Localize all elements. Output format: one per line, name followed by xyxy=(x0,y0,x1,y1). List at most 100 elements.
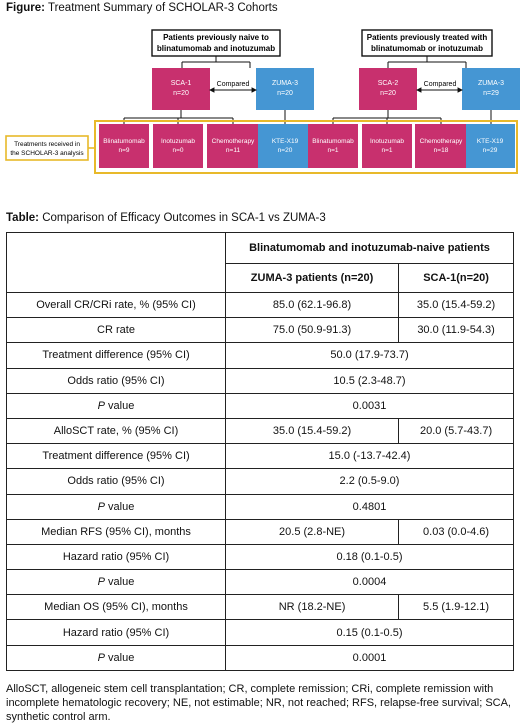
cell-merged: 50.0 (17.9-73.7) xyxy=(225,342,514,369)
treatment-ino-2-name: Inotuzumab xyxy=(370,138,404,145)
p-letter: P xyxy=(97,651,105,664)
cell-merged: 0.18 (0.1-0.5) xyxy=(225,543,514,571)
row-label: AlloSCT rate, % (95% CI) xyxy=(6,417,226,445)
figure-caption: Figure: Treatment Summary of SCHOLAR-3 C… xyxy=(6,2,278,14)
table-row: Treatment difference (95% CI) 50.0 (17.9… xyxy=(6,342,514,369)
left-group-line2: blinatumomab and inotuzumab xyxy=(157,44,275,53)
cell-zuma3: 20.5 (2.8-NE) xyxy=(224,518,400,545)
compared-label-left: Compared xyxy=(217,81,250,88)
p-rest: value xyxy=(104,651,135,664)
cell-merged: 0.0031 xyxy=(225,392,514,419)
treatment-blin-2-name: Blinatumomab xyxy=(312,138,354,145)
left-group-line1: Patients previously naive to xyxy=(163,33,269,42)
treatment-chemo-2-box xyxy=(415,124,467,168)
treatment-kte-1-name: KTE-X19 xyxy=(272,138,299,145)
table-row: Median OS (95% CI), months NR (18.2-NE) … xyxy=(6,594,514,621)
row-label: Median OS (95% CI), months xyxy=(6,594,226,621)
treatment-blin-1-box xyxy=(99,124,149,168)
cohort-zuma3-treated-box xyxy=(462,68,520,110)
table-row: AlloSCT rate, % (95% CI) 35.0 (15.4-59.2… xyxy=(6,417,514,445)
right-group-line2: blinatumomab or inotuzumab xyxy=(371,44,483,53)
table-row: P value 0.0004 xyxy=(6,569,514,596)
row-label: Hazard ratio (95% CI) xyxy=(6,619,226,646)
cell-zuma3: 75.0 (50.9-91.3) xyxy=(224,317,400,344)
cohort-zuma3-naive-box xyxy=(256,68,314,110)
table-row: P value 0.0001 xyxy=(6,644,514,671)
row-label: P value xyxy=(6,644,226,671)
table-caption-label: Table: xyxy=(6,212,40,224)
row-label: P value xyxy=(6,493,226,520)
cohort-sca2-n: n=20 xyxy=(380,90,396,97)
cohort-zuma3-naive-n: n=20 xyxy=(277,90,293,97)
treatment-kte-2-n: n=29 xyxy=(483,147,498,154)
cohort-zuma3-naive-name: ZUMA-3 xyxy=(272,80,298,87)
cohort-sca2-name: SCA-2 xyxy=(378,80,399,87)
efficacy-table: Blinatumomab and inotuzumab-naive patien… xyxy=(6,232,514,671)
treatment-kte-2-name: KTE-X19 xyxy=(477,138,504,145)
p-rest: value xyxy=(104,399,135,412)
treatment-ino-1-name: Inotuzumab xyxy=(161,138,195,145)
treatments-border xyxy=(94,120,518,174)
table-row: Median RFS (95% CI), months 20.5 (2.8-NE… xyxy=(6,518,514,545)
treatment-chemo-1-box xyxy=(207,124,259,168)
right-group-box xyxy=(361,29,493,57)
table-row: P value 0.0031 xyxy=(6,392,514,419)
treatment-chemo-1-name: Chemotherapy xyxy=(212,138,255,145)
row-label: Odds ratio (95% CI) xyxy=(6,468,226,495)
compared-label-right: Compared xyxy=(424,81,457,88)
table-header-row-2: ZUMA-3 patients (n=20) SCA-1(n=20) xyxy=(7,263,514,293)
treatment-chemo-1-n: n=11 xyxy=(226,147,241,154)
treatment-blin-1-n: n=9 xyxy=(118,147,129,154)
treatment-ino-2-n: n=1 xyxy=(381,147,392,154)
cohort-zuma3-treated-n: n=29 xyxy=(483,90,499,97)
cohort-sca1-n: n=20 xyxy=(173,90,189,97)
treatment-chemo-2-n: n=18 xyxy=(434,147,449,154)
row-label: Odds ratio (95% CI) xyxy=(6,367,226,394)
cell-sca1: 0.03 (0.0-4.6) xyxy=(398,518,514,545)
p-rest: value xyxy=(104,576,135,589)
cohort-sca1-name: SCA-1 xyxy=(171,80,192,87)
cell-sca1: 5.5 (1.9-12.1) xyxy=(398,594,514,621)
table-row: Hazard ratio (95% CI) 0.15 (0.1-0.5) xyxy=(6,619,514,646)
col-header-zuma3: ZUMA-3 patients (n=20) xyxy=(224,263,400,293)
cell-zuma3: 85.0 (62.1-96.8) xyxy=(224,291,400,319)
group-connectors xyxy=(181,56,467,68)
figure-caption-label: Figure: xyxy=(6,2,45,14)
table-caption: Table: Comparison of Efficacy Outcomes i… xyxy=(6,212,326,224)
cell-merged: 15.0 (-13.7-42.4) xyxy=(225,443,514,470)
group-header: Blinatumomab and inotuzumab-naive patien… xyxy=(225,232,514,264)
p-letter: P xyxy=(97,399,105,412)
cell-merged: 0.0004 xyxy=(225,569,514,596)
compared-arrows xyxy=(208,87,464,93)
right-group-line1: Patients previously treated with xyxy=(367,33,488,42)
p-rest: value xyxy=(104,500,135,513)
row-label: CR rate xyxy=(6,317,226,344)
treatment-kte-1-box xyxy=(258,124,312,168)
row-label: P value xyxy=(6,569,226,596)
treatment-blin-1-name: Blinatumomab xyxy=(103,138,145,145)
table-row: CR rate 75.0 (50.9-91.3) 30.0 (11.9-54.3… xyxy=(6,317,514,344)
treatment-ino-2-box xyxy=(362,124,412,168)
header-empty-cell xyxy=(6,232,226,293)
left-group-box xyxy=(151,29,281,57)
row-label: Median RFS (95% CI), months xyxy=(6,518,226,545)
figure-caption-text: Treatment Summary of SCHOLAR-3 Cohorts xyxy=(44,2,278,14)
cell-merged: 0.4801 xyxy=(225,493,514,520)
cell-sca1: 30.0 (11.9-54.3) xyxy=(398,317,514,344)
cohort-sca2-box xyxy=(359,68,417,110)
side-label-line1: Treatments received in xyxy=(14,141,80,148)
row-label: Treatment difference (95% CI) xyxy=(6,342,226,369)
row-label: Overall CR/CRi rate, % (95% CI) xyxy=(6,291,226,319)
row-label: P value xyxy=(6,392,226,419)
p-letter: P xyxy=(97,576,105,589)
p-letter: P xyxy=(97,500,105,513)
cell-merged: 0.0001 xyxy=(225,644,514,671)
cell-sca1: 20.0 (5.7-43.7) xyxy=(398,417,514,445)
table-row: Hazard ratio (95% CI) 0.18 (0.1-0.5) xyxy=(6,543,514,571)
table-row: Treatment difference (95% CI) 15.0 (-13.… xyxy=(6,443,514,470)
row-label: Hazard ratio (95% CI) xyxy=(6,543,226,571)
table-row: Odds ratio (95% CI) 10.5 (2.3-48.7) xyxy=(6,367,514,394)
treatment-blin-2-box xyxy=(308,124,358,168)
treatment-kte-1-n: n=20 xyxy=(278,147,293,154)
cell-merged: 10.5 (2.3-48.7) xyxy=(225,367,514,394)
